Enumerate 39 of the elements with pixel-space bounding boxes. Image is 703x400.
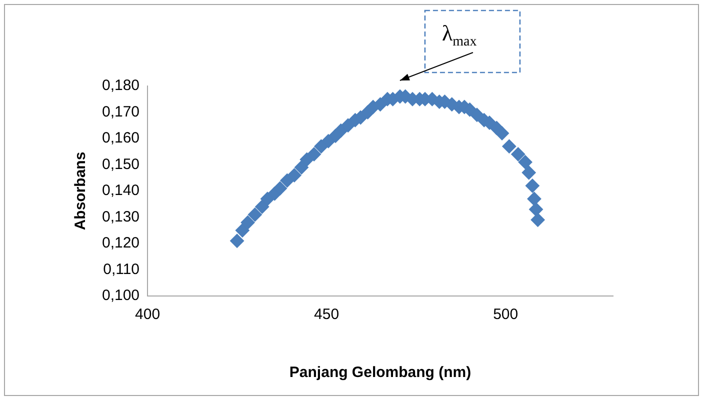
y-tick-label: 0,160 — [102, 130, 140, 147]
y-tick-label: 0,150 — [102, 156, 140, 173]
point — [248, 208, 262, 222]
point — [518, 155, 532, 170]
y-tick-label: 0,120 — [102, 234, 140, 252]
point — [230, 234, 244, 248]
x-axis-title: Panjang Gelombang (nm) — [289, 364, 472, 382]
point — [529, 202, 544, 216]
point — [294, 160, 308, 174]
point — [341, 118, 356, 132]
point — [273, 181, 288, 196]
y-tick-label: 0,100 — [102, 287, 140, 304]
point — [307, 147, 322, 162]
point — [525, 178, 540, 193]
point — [522, 166, 536, 180]
point — [530, 212, 545, 227]
point — [495, 126, 510, 140]
point — [235, 223, 250, 238]
y-tick-label: 0,130 — [102, 208, 140, 226]
point — [255, 200, 270, 214]
point — [287, 168, 302, 182]
y-tick-label: 0,180 — [102, 77, 140, 94]
y-axis-title: Absorbans — [72, 152, 90, 230]
point — [260, 192, 274, 206]
x-tick-label: 450 — [314, 306, 340, 324]
point — [314, 139, 328, 154]
y-tick-label: 0,170 — [102, 103, 140, 120]
point — [300, 152, 314, 166]
point — [511, 147, 526, 162]
x-tick-label: 400 — [135, 306, 160, 324]
y-tick-label: 0,140 — [102, 182, 140, 200]
point — [502, 139, 516, 154]
point — [527, 192, 542, 206]
y-tick-label: 0,110 — [103, 260, 140, 278]
x-tick-label: 500 — [493, 306, 518, 324]
point — [373, 97, 388, 112]
point — [240, 216, 255, 230]
point — [470, 108, 484, 122]
point — [280, 174, 294, 188]
